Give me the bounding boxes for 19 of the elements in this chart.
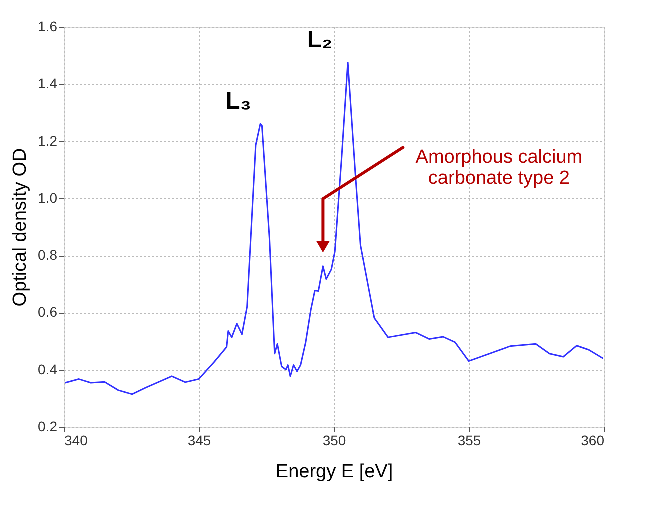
x-axis-title: Energy E [eV] — [276, 462, 394, 482]
line-series — [64, 62, 604, 396]
annotation: L₂ — [307, 26, 333, 54]
x-tick-label: 340 — [64, 432, 88, 448]
x-tick-label: 350 — [322, 432, 346, 448]
x-tick-label: 355 — [458, 432, 482, 448]
y-tick-label: 1.4 — [38, 76, 58, 92]
x-tick-label: 345 — [188, 432, 212, 448]
annotation: Amorphous calcium carbonate type 2 — [416, 147, 583, 189]
y-tick-label: 1.6 — [38, 18, 58, 34]
y-tick-label: 1.2 — [38, 132, 58, 149]
y-tick-label: 0.2 — [38, 418, 58, 434]
y-axis-title: Optical density OD — [10, 148, 32, 307]
annotation: L₃ — [226, 88, 252, 116]
y-tick-label: 0.4 — [38, 361, 58, 378]
x-tick-label: 360 — [581, 432, 605, 448]
y-tick-label: 0.8 — [38, 247, 58, 264]
y-tick-label: 1.0 — [38, 190, 58, 206]
y-tick-label: 0.6 — [38, 304, 58, 320]
